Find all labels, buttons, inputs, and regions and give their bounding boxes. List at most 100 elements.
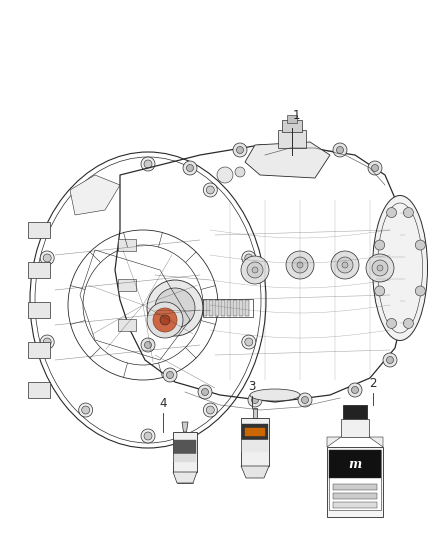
Bar — [209, 300, 213, 316]
Circle shape — [248, 393, 262, 407]
Polygon shape — [173, 472, 197, 483]
Circle shape — [40, 335, 54, 349]
Circle shape — [203, 183, 217, 197]
Circle shape — [245, 338, 253, 346]
Circle shape — [198, 385, 212, 399]
Circle shape — [386, 357, 393, 364]
Circle shape — [396, 206, 403, 214]
Circle shape — [141, 157, 155, 171]
Circle shape — [402, 311, 409, 319]
Bar — [278, 130, 306, 148]
Circle shape — [144, 432, 152, 440]
Bar — [287, 115, 297, 123]
Bar — [174, 440, 196, 454]
Circle shape — [366, 254, 394, 282]
Circle shape — [206, 186, 214, 194]
Polygon shape — [369, 437, 383, 447]
Circle shape — [337, 257, 353, 273]
Bar — [28, 302, 50, 318]
Circle shape — [160, 315, 170, 325]
Bar — [333, 493, 377, 499]
Circle shape — [201, 389, 208, 395]
Circle shape — [144, 160, 152, 168]
Circle shape — [203, 403, 217, 417]
Circle shape — [147, 302, 183, 338]
Circle shape — [241, 256, 269, 284]
Circle shape — [387, 318, 396, 328]
Circle shape — [405, 256, 411, 263]
Circle shape — [82, 186, 90, 194]
Circle shape — [352, 386, 358, 393]
Circle shape — [401, 253, 415, 267]
Bar — [245, 300, 249, 316]
Circle shape — [79, 403, 93, 417]
Bar — [174, 454, 196, 462]
Bar — [341, 419, 369, 437]
Bar — [203, 299, 253, 317]
Circle shape — [393, 203, 407, 217]
Bar — [333, 484, 377, 490]
Circle shape — [247, 262, 263, 278]
Circle shape — [387, 207, 396, 217]
Circle shape — [183, 161, 197, 175]
Circle shape — [233, 143, 247, 157]
Circle shape — [251, 397, 258, 403]
Circle shape — [242, 251, 256, 265]
Circle shape — [145, 342, 152, 349]
Circle shape — [155, 288, 195, 328]
Polygon shape — [253, 408, 257, 418]
Circle shape — [286, 251, 314, 279]
Circle shape — [166, 372, 173, 378]
Circle shape — [286, 141, 293, 149]
Bar — [118, 319, 136, 331]
Text: 3: 3 — [248, 380, 256, 393]
Circle shape — [374, 286, 385, 296]
Bar — [28, 382, 50, 398]
Circle shape — [43, 338, 51, 346]
Bar — [329, 450, 381, 478]
Circle shape — [368, 161, 382, 175]
Bar — [241, 418, 269, 466]
Bar — [118, 239, 136, 251]
Circle shape — [283, 138, 297, 152]
Ellipse shape — [372, 196, 427, 341]
Circle shape — [235, 167, 245, 177]
Circle shape — [292, 257, 308, 273]
Circle shape — [141, 429, 155, 443]
Circle shape — [331, 251, 359, 279]
Circle shape — [147, 280, 203, 336]
Bar — [28, 222, 50, 238]
Circle shape — [153, 308, 177, 332]
Circle shape — [141, 338, 155, 352]
Circle shape — [237, 147, 244, 154]
Circle shape — [298, 393, 312, 407]
Bar — [227, 300, 231, 316]
Ellipse shape — [250, 389, 300, 401]
Bar — [242, 424, 268, 440]
Bar — [233, 300, 237, 316]
Circle shape — [336, 147, 343, 154]
Bar — [333, 502, 377, 508]
Polygon shape — [241, 466, 269, 478]
Bar — [343, 405, 367, 419]
Circle shape — [242, 335, 256, 349]
Circle shape — [245, 254, 253, 262]
Circle shape — [187, 165, 194, 172]
Text: 1: 1 — [292, 109, 300, 122]
Circle shape — [43, 254, 51, 262]
Circle shape — [206, 406, 214, 414]
Circle shape — [348, 383, 362, 397]
Circle shape — [252, 267, 258, 273]
Circle shape — [297, 262, 303, 268]
Circle shape — [372, 260, 388, 276]
Circle shape — [415, 286, 425, 296]
Circle shape — [371, 165, 378, 172]
Bar — [28, 262, 50, 278]
Polygon shape — [327, 437, 341, 447]
Circle shape — [40, 251, 54, 265]
Circle shape — [377, 265, 383, 271]
Text: 4: 4 — [159, 397, 167, 410]
Bar — [239, 300, 243, 316]
Polygon shape — [182, 422, 188, 432]
Bar — [242, 440, 268, 452]
